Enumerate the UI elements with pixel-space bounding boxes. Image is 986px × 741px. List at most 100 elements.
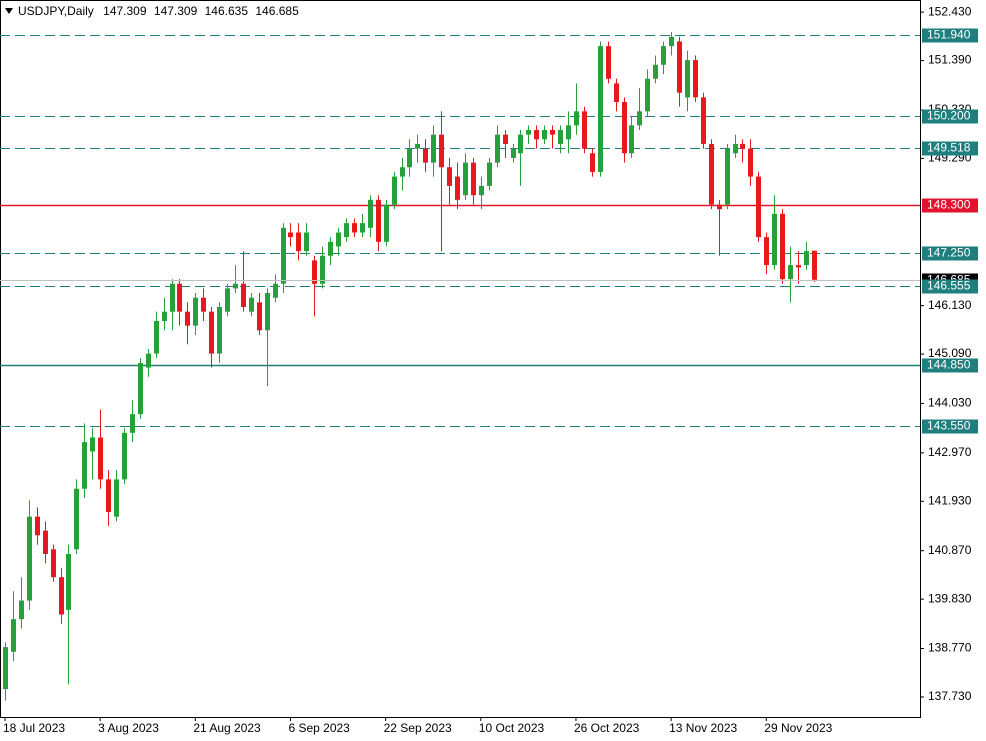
candle-body (812, 250, 817, 280)
candle-body (19, 600, 24, 620)
header-open: 147.309 (103, 4, 147, 18)
candle-body (455, 176, 460, 200)
candle-body (511, 148, 516, 158)
level-box (922, 279, 978, 294)
y-tick-label: 140.870 (928, 543, 972, 557)
candle-body (201, 297, 206, 312)
level-label: 147.250 (927, 246, 971, 260)
level-label: 150.200 (927, 109, 971, 123)
y-tick-label: 141.930 (928, 493, 972, 507)
candle-body (796, 265, 801, 268)
x-tick-label: 13 Nov 2023 (669, 721, 737, 735)
candle-body (336, 232, 341, 247)
candle-body (257, 302, 262, 331)
candle-body (526, 129, 531, 135)
y-tick-label: 146.130 (928, 298, 972, 312)
candle-body (241, 283, 246, 308)
x-tick-label: 6 Sep 2023 (288, 721, 350, 735)
candle-body (320, 255, 325, 284)
candle-body (717, 204, 722, 210)
candle-body (328, 241, 333, 256)
candle-body (558, 129, 563, 144)
candle-body (614, 83, 619, 103)
candle-body (772, 213, 777, 266)
level-box (922, 419, 978, 434)
candle-body (43, 530, 48, 554)
candle-body (35, 516, 40, 536)
level-label: 144.850 (927, 358, 971, 372)
symbol: USDJPY,Daily (18, 4, 94, 18)
candle-body (122, 432, 127, 480)
candle-body (701, 97, 706, 144)
candle-body (288, 232, 293, 238)
candle-body (645, 78, 650, 112)
candle-body (479, 185, 484, 196)
candle-body (249, 297, 254, 312)
x-tick-label: 10 Oct 2023 (479, 721, 545, 735)
candle-body (431, 134, 436, 163)
candle-body (574, 111, 579, 126)
candle-body (415, 143, 420, 149)
level-label: 143.550 (927, 419, 971, 433)
candle-body (804, 251, 809, 266)
level-box (922, 28, 978, 43)
chart-header: USDJPY,Daily 147.309 147.309 146.635 146… (18, 4, 299, 18)
candle-body (154, 320, 159, 354)
candle-body (629, 125, 634, 154)
candle-body (407, 148, 412, 168)
candle-body (622, 102, 627, 154)
candle-body (233, 283, 238, 289)
candle-body (733, 143, 738, 154)
candle-body (518, 134, 523, 154)
candle-body (693, 60, 698, 98)
candle-body (384, 204, 389, 242)
candle-body (447, 167, 452, 186)
level-label: 148.300 (927, 198, 971, 212)
candle-body (273, 283, 278, 298)
y-tick-label: 138.770 (928, 641, 972, 655)
candle-body (296, 232, 301, 252)
candle-body (653, 64, 658, 79)
candle-body (27, 516, 32, 601)
candle-body (225, 288, 230, 312)
y-tick-label: 145.090 (928, 346, 972, 360)
candle-body (265, 293, 270, 331)
level-box (922, 246, 978, 261)
header-close: 146.685 (255, 4, 299, 18)
candle-body (74, 488, 79, 550)
candle-body (709, 143, 714, 205)
candle-body (487, 162, 492, 186)
candle-body (185, 311, 190, 326)
x-tick-label: 18 Jul 2023 (3, 721, 65, 735)
candle-body (764, 237, 769, 266)
candle-body (90, 437, 95, 452)
candle-body (170, 283, 175, 312)
candle-body (582, 111, 587, 149)
candle-body (685, 60, 690, 98)
level-box (922, 358, 978, 373)
candle-body (98, 437, 103, 480)
candle-body (661, 46, 666, 65)
candle-body (542, 129, 547, 140)
candle-body (756, 176, 761, 238)
candle-body (740, 143, 745, 149)
level-box (922, 141, 978, 156)
candle-body (66, 553, 71, 610)
x-tick-label: 22 Sep 2023 (384, 721, 452, 735)
candle-body (130, 414, 135, 433)
candle-body (725, 148, 730, 205)
candle-body (606, 46, 611, 79)
candle-body (114, 479, 119, 517)
candle-body (598, 46, 603, 172)
header-low: 146.635 (205, 4, 249, 18)
menu-triangle[interactable] (5, 8, 13, 14)
level-box (922, 109, 978, 124)
x-tick-label: 26 Oct 2023 (574, 721, 640, 735)
candle-body (177, 283, 182, 312)
candle-body (495, 134, 500, 163)
candle-body (82, 442, 87, 489)
candle-body (376, 199, 381, 242)
